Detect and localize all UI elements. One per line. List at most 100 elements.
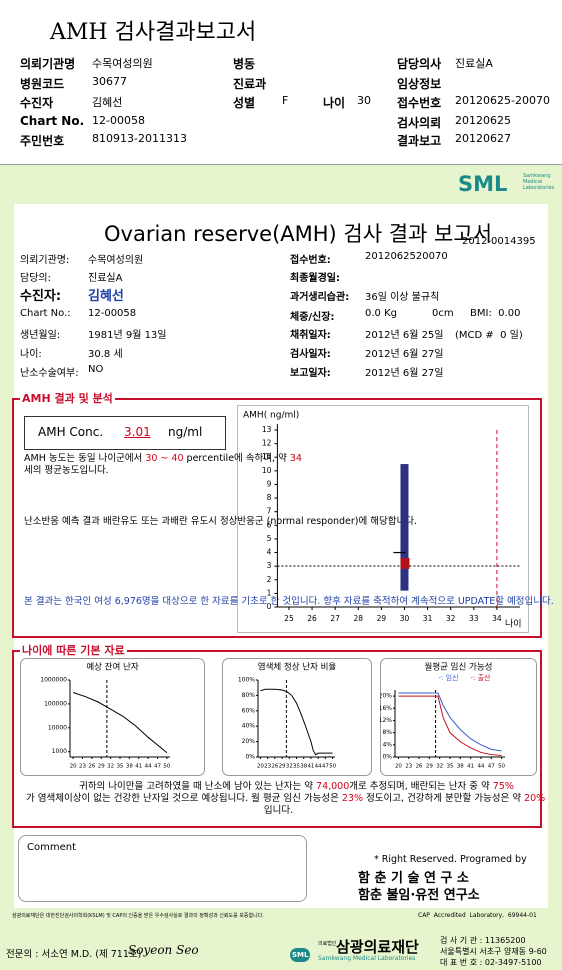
x-tick-label: 33	[469, 614, 479, 623]
highlight: 74,000	[316, 781, 350, 792]
y-tick-label: 80%	[242, 692, 256, 699]
signature: Soyeon Seo	[128, 943, 199, 957]
highlight: 75%	[492, 781, 514, 792]
y-tick-label: 10000	[48, 724, 67, 731]
field-label: 의뢰기관명	[20, 57, 76, 71]
field-value: 30	[357, 94, 371, 107]
field-value: 20120627	[455, 132, 511, 145]
header-title: AMH 검사결과보고서	[50, 20, 257, 45]
x-tick-label: 29	[377, 614, 387, 623]
y-tick-label: 20%	[242, 738, 256, 745]
info-label: 과거생리습관:	[290, 292, 350, 303]
field-value: 수목여성의원	[92, 57, 153, 70]
x-tick-label: 29	[426, 764, 433, 770]
x-tick-label: 35	[447, 764, 454, 770]
y-tick-label: 0	[267, 602, 272, 611]
text: 정도이고, 건강하게 분만할 가능성은 약	[363, 793, 525, 804]
field-value: 12-00058	[92, 114, 145, 127]
highlight: 20%	[524, 793, 546, 804]
info-value: 2012년 6월 27일	[365, 349, 444, 360]
text: 귀하의 나이만을 고려하였을 때 난소에 남아 있는 난자는 약	[79, 781, 317, 792]
amh-section-title: AMH 결과 및 분석	[20, 390, 115, 406]
x-tick-label: 38	[126, 764, 133, 770]
field-label: 나이	[323, 96, 346, 110]
text: percentile에 속하며, 약	[183, 453, 290, 464]
y-tick-label: 9	[267, 479, 272, 488]
info-value: 2012년 6월 27일	[365, 368, 444, 379]
field-label: 접수번호	[397, 96, 442, 110]
logo-subtitle-line: Samkwang	[523, 173, 551, 179]
x-tick-label: 32	[286, 764, 293, 770]
field-label: 병동	[233, 57, 256, 71]
lab-name: 함 춘 기 술 연 구 소	[358, 871, 469, 886]
field-label: 수진자	[20, 96, 54, 110]
y-tick-label: 6	[267, 520, 272, 529]
basic-section-title: 나이에 따른 기본 자료	[20, 642, 127, 658]
x-tick-label: 32	[436, 764, 443, 770]
cap-note: CAP Accredited Laboratory, 69944-01	[418, 912, 537, 919]
info-label: 최종월경일:	[290, 273, 340, 284]
y-tick-label: 1	[267, 588, 272, 597]
x-tick-label: 41	[135, 764, 142, 770]
legend-entry: -: 출산	[471, 673, 492, 682]
y-tick-label: 4	[267, 548, 272, 557]
y-tick-label: 0%	[245, 754, 255, 761]
paragraph: 난소반응 예측 결과 배란유도 또는 과배란 유도시 정상반응군 (normal…	[24, 516, 417, 528]
x-tick-label: 25	[284, 614, 294, 623]
text: AMH 농도는 동일 나이군에서	[24, 453, 146, 464]
lab-name: 함춘 불임·유전 연구소	[358, 888, 480, 903]
series-line	[260, 688, 333, 756]
paragraph: 본 결과는 한국인 여성 6,976명을 대상으로 한 자료를 기초로 한 것입…	[24, 596, 554, 608]
info-value: 2012062520070	[365, 251, 448, 262]
series-line	[398, 692, 502, 752]
info-label: 의뢰기관명:	[20, 255, 70, 266]
y-tick-label: 7	[267, 507, 272, 516]
info-label: 담당의:	[20, 273, 51, 284]
field-label: 결과보고	[397, 134, 442, 148]
x-tick-label: 32	[107, 764, 114, 770]
y-tick-label: 12%	[380, 717, 392, 724]
y-tick-label: 4%	[382, 741, 392, 748]
y-axis-label: AMH( ng/ml)	[243, 411, 299, 421]
x-tick-label: 44	[477, 764, 484, 770]
chart-title: 염색체 정상 난자 비율	[258, 662, 337, 673]
highlight: 23%	[341, 793, 364, 804]
org-english: Samkwang Medical Laboratories	[318, 955, 416, 962]
info-label: 난소수술여부:	[20, 368, 79, 379]
x-tick-label: 29	[98, 764, 105, 770]
range-bar	[400, 464, 409, 591]
y-tick-label: 12	[262, 439, 272, 448]
info-label: 생년월일:	[20, 330, 61, 341]
paragraph: 귀하의 나이만을 고려하였을 때 난소에 남아 있는 난자는 약 74,000개…	[26, 781, 545, 817]
x-axis-label: 나이	[505, 619, 522, 630]
chart-title: 월평균 임신 가능성	[425, 662, 493, 673]
info-value: 0cm	[432, 308, 454, 319]
chart-frame	[380, 658, 537, 776]
text: 가 염색체이상이 없는 건강한 난자일 것으로 예상됩니다. 월 평균 임신 가…	[26, 793, 342, 804]
x-tick-label: 26	[307, 614, 317, 623]
contact-line: 대 표 번 호 : 02-3497-5100	[440, 958, 542, 967]
info-value: NO	[88, 364, 104, 375]
field-label: Chart No.	[20, 114, 85, 128]
x-tick-label: 26	[416, 764, 423, 770]
info-label: 체중/신장:	[290, 312, 335, 323]
text: 난소반응 예측 결과 배란유도 또는 과배란 유도시 정상반응군 (normal…	[24, 516, 417, 527]
x-tick-label: 27	[330, 614, 340, 623]
y-tick-label: 11	[262, 452, 272, 461]
field-label: 검사의뢰	[397, 116, 442, 130]
basic-box	[12, 650, 542, 828]
info-value: (MCD # 0 일)	[455, 330, 523, 341]
conc-value: 3.01	[124, 425, 151, 439]
field-label: 담당의사	[397, 57, 442, 71]
field-value: 김혜선	[92, 96, 123, 109]
org-name: 삼광의료재단	[336, 938, 419, 956]
conc-label: AMH Conc.	[38, 425, 104, 439]
y-tick-label: 100%	[238, 677, 255, 684]
doctor: 전문의 : 서소연 M.D. (제 711호)	[6, 949, 142, 960]
x-tick-label: 41	[467, 764, 474, 770]
field-label: 진료과	[233, 77, 267, 91]
info-value: 진료실A	[88, 273, 123, 284]
x-tick-label: 41	[307, 764, 314, 770]
